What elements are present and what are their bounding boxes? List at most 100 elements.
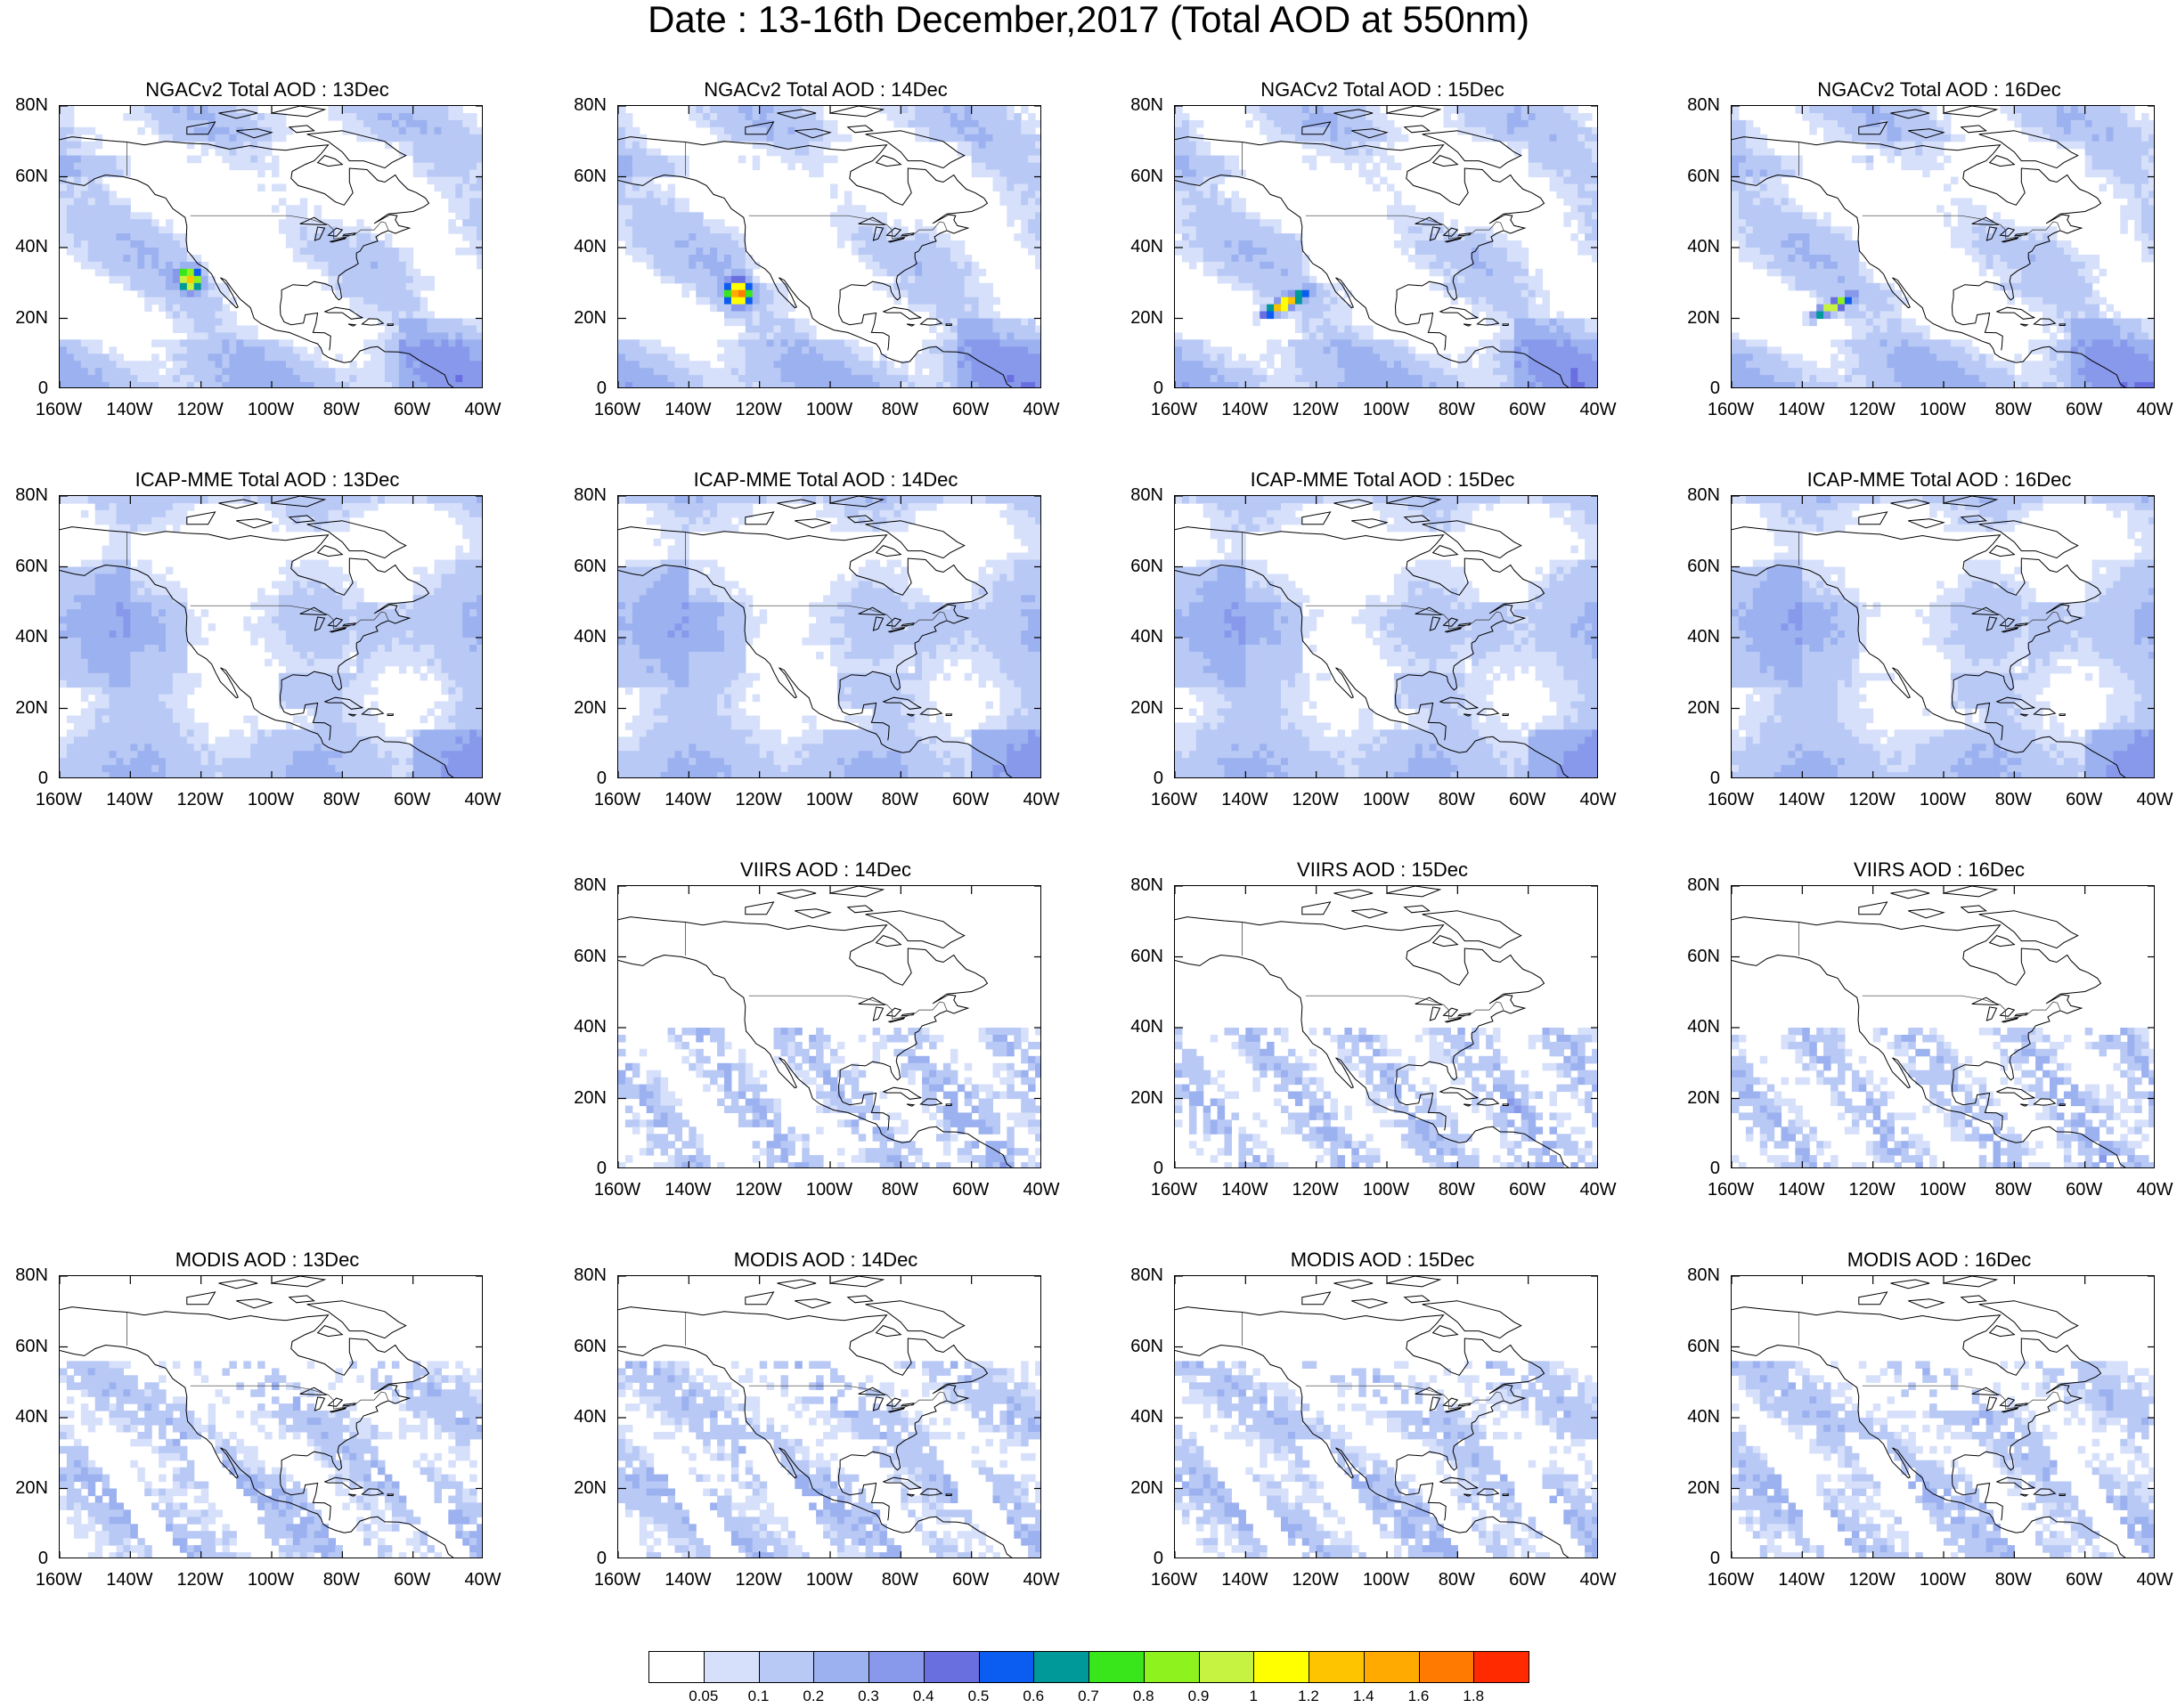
x-tick-label: 120W bbox=[1848, 790, 1896, 809]
x-tick-label: 160W bbox=[593, 790, 641, 809]
map-plot-area bbox=[1731, 885, 2155, 1168]
y-tick-label: 20N bbox=[1130, 1087, 1163, 1108]
aod-field bbox=[618, 1028, 1040, 1167]
y-tick-label: 80N bbox=[574, 95, 607, 115]
y-tick-label: 0 bbox=[1709, 769, 1720, 788]
coastlines bbox=[1732, 496, 2126, 777]
x-tick-label: 40W bbox=[1579, 400, 1617, 419]
x-tick-label: 120W bbox=[176, 400, 224, 419]
y-tick-label: 40N bbox=[15, 627, 48, 647]
y-tick-label: 0 bbox=[37, 1549, 48, 1568]
y-tick-label: 40N bbox=[1687, 1017, 1720, 1037]
coastlines bbox=[618, 106, 1013, 387]
x-tick-label: 80W bbox=[881, 400, 918, 419]
x-tick-label: 100W bbox=[1362, 400, 1410, 419]
y-tick-label: 20N bbox=[15, 1477, 48, 1498]
x-tick-label: 160W bbox=[1707, 1180, 1755, 1200]
x-tick-label: 140W bbox=[665, 1570, 712, 1590]
y-tick-label: 80N bbox=[15, 1265, 48, 1285]
x-tick-label: 120W bbox=[1848, 400, 1896, 419]
panel-title: NGACv2 Total AOD : 14Dec bbox=[704, 78, 948, 101]
y-tick-label: 80N bbox=[574, 875, 607, 895]
y-tick-label: 0 bbox=[596, 378, 607, 398]
y-tick-label: 40N bbox=[1687, 627, 1720, 647]
x-tick-label: 120W bbox=[1848, 1180, 1896, 1200]
map-panel: MODIS AOD : 14Dec 80N 60N 40N 20N 0 160W 140W 12… bbox=[559, 1248, 1093, 1605]
x-tick-label: 40W bbox=[1579, 1570, 1617, 1590]
aod-map bbox=[618, 1276, 1040, 1558]
x-tick-label: 120W bbox=[735, 1180, 782, 1200]
x-tick-label: 100W bbox=[1919, 1570, 1967, 1590]
x-tick-label: 60W bbox=[2066, 1570, 2103, 1590]
colorbar-tick-label: 0.8 bbox=[1132, 1688, 1154, 1704]
map-plot-area bbox=[59, 105, 483, 388]
y-tick-label: 40N bbox=[574, 1407, 607, 1427]
x-tick-label: 40W bbox=[1579, 790, 1617, 809]
x-tick-label: 120W bbox=[1292, 790, 1339, 809]
y-tick-label: 40N bbox=[1130, 237, 1163, 256]
y-tick-label: 80N bbox=[15, 485, 48, 505]
x-tick-label: 80W bbox=[1994, 400, 2032, 419]
aod-field bbox=[618, 496, 1040, 777]
panel-title: ICAP-MME Total AOD : 16Dec bbox=[1806, 468, 2072, 491]
colorbar-swatch bbox=[1253, 1651, 1309, 1683]
x-tick-label: 60W bbox=[1509, 790, 1546, 809]
panel-title: VIIRS AOD : 14Dec bbox=[740, 858, 911, 881]
aod-field bbox=[1732, 1028, 2154, 1167]
map-plot-area bbox=[59, 495, 483, 778]
y-tick-label: 60N bbox=[574, 556, 607, 576]
figure-title: Date : 13-16th December,2017 (Total AOD … bbox=[648, 0, 1529, 40]
map-plot-area bbox=[1174, 495, 1598, 778]
map-panel: MODIS AOD : 13Dec 80N 60N 40N 20N 0 160W 140W 12… bbox=[0, 1248, 534, 1605]
x-tick-label: 60W bbox=[952, 1180, 990, 1200]
panel-title: NGACv2 Total AOD : 16Dec bbox=[1817, 78, 2061, 101]
y-tick-label: 60N bbox=[15, 1336, 48, 1356]
x-tick-label: 100W bbox=[247, 400, 295, 419]
map-panel: NGACv2 Total AOD : 16Dec 80N 60N 40N 20N 0 160… bbox=[1672, 78, 2177, 435]
y-tick-label: 40N bbox=[1130, 1017, 1163, 1037]
x-tick-label: 100W bbox=[805, 1180, 853, 1200]
y-tick-label: 40N bbox=[1687, 1407, 1720, 1427]
colorbar-swatch bbox=[1309, 1651, 1365, 1683]
aod-map bbox=[1175, 1276, 1597, 1558]
coastlines bbox=[618, 496, 1013, 777]
y-tick-label: 80N bbox=[1130, 875, 1163, 895]
y-tick-label: 60N bbox=[1687, 556, 1720, 576]
x-tick-label: 160W bbox=[35, 1570, 83, 1590]
y-tick-label: 60N bbox=[1130, 556, 1163, 576]
y-tick-label: 0 bbox=[1153, 378, 1163, 398]
y-tick-label: 60N bbox=[574, 946, 607, 966]
y-tick-label: 0 bbox=[596, 769, 607, 788]
colorbar-tick-label: 0.1 bbox=[747, 1688, 770, 1704]
x-tick-label: 140W bbox=[1778, 790, 1825, 809]
colorbar-swatch bbox=[758, 1651, 815, 1683]
y-tick-label: 40N bbox=[1130, 1407, 1163, 1427]
coastlines bbox=[60, 106, 454, 387]
aod-map bbox=[1175, 106, 1597, 387]
map-plot-area bbox=[1174, 105, 1598, 388]
x-tick-label: 140W bbox=[1221, 1180, 1268, 1200]
x-tick-label: 80W bbox=[881, 1180, 918, 1200]
x-tick-label: 140W bbox=[1221, 790, 1268, 809]
map-panel: ICAP-MME Total AOD : 16Dec 80N 60N 40N 20N 0 1… bbox=[1672, 468, 2177, 825]
aod-field bbox=[60, 496, 482, 777]
aod-field bbox=[1732, 496, 2154, 777]
y-tick-label: 0 bbox=[1709, 378, 1720, 398]
x-tick-label: 100W bbox=[1362, 1180, 1410, 1200]
colorbar-swatch bbox=[813, 1651, 869, 1683]
y-tick-label: 0 bbox=[596, 1159, 607, 1178]
x-tick-label: 60W bbox=[2066, 1180, 2103, 1200]
map-panel: MODIS AOD : 16Dec 80N 60N 40N 20N 0 160W 140W 12… bbox=[1672, 1248, 2177, 1605]
y-tick-label: 20N bbox=[574, 307, 607, 328]
map-plot-area bbox=[1731, 1275, 2155, 1558]
x-tick-label: 80W bbox=[1438, 1570, 1475, 1590]
y-tick-label: 20N bbox=[574, 1087, 607, 1108]
y-tick-label: 80N bbox=[1687, 875, 1720, 895]
x-tick-label: 80W bbox=[1438, 1180, 1475, 1200]
x-tick-label: 160W bbox=[1707, 790, 1755, 809]
x-tick-label: 40W bbox=[464, 1570, 501, 1590]
y-tick-label: 40N bbox=[574, 237, 607, 256]
coastlines bbox=[618, 1276, 1013, 1558]
x-tick-label: 60W bbox=[952, 1570, 990, 1590]
colorbar-swatch bbox=[868, 1651, 925, 1683]
